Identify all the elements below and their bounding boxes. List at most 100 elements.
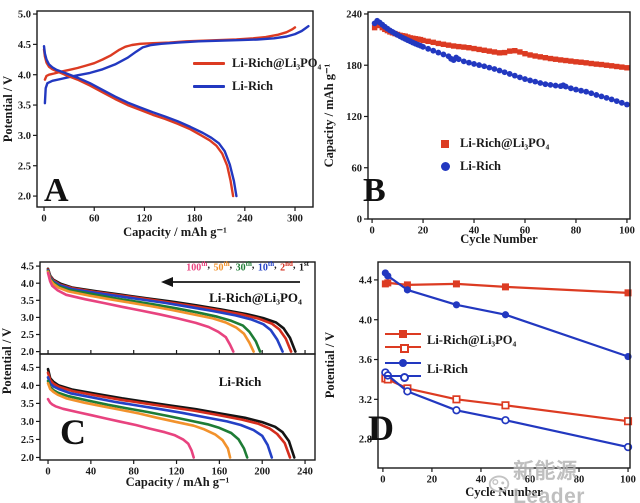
y-tick-label: 3.6: [359, 355, 372, 366]
li-rich-capacity-point: [552, 82, 559, 89]
li-rich-capacity-point: [624, 101, 630, 108]
li-rich-lpo-capacity-point: [522, 50, 528, 57]
li-rich-capacity-point: [608, 96, 615, 103]
li-rich-capacity-point: [537, 80, 544, 86]
li-rich-capacity-point: [486, 64, 493, 71]
legend-line-filled-circle-icon: [385, 358, 421, 368]
x-axis-label: Capacity / mAh g⁻¹: [123, 225, 227, 239]
cycle-label: 30th: [235, 260, 252, 274]
li-rich-lpo-capacity-point: [557, 57, 564, 63]
series-lr-cycle-30th: [46, 379, 249, 459]
x-tick-label: 120: [137, 214, 153, 225]
li-rich-capacity-point: [618, 99, 625, 106]
y-tick-label: 2.5: [21, 330, 34, 341]
li-rich-capacity-point: [420, 43, 426, 50]
li-rich-avg-discharge-point: [403, 387, 412, 396]
cycle-label: 50th: [213, 260, 230, 274]
li-rich-lpo-capacity-point: [461, 44, 467, 50]
y-tick-label: 5.0: [18, 10, 31, 21]
li-rich-capacity-point: [613, 98, 620, 105]
series-lpo-cycle-50th: [46, 270, 255, 353]
y-tick-label: 4.5: [21, 363, 34, 374]
cycle-label: 2nd: [280, 260, 293, 274]
li-rich-lpo-capacity-point: [588, 60, 594, 67]
li-rich-lpo-capacity-point: [527, 52, 533, 58]
series-lr-cycle-10th: [46, 376, 274, 459]
separator: ,: [292, 260, 298, 271]
li-rich-lpo-capacity-point: [491, 49, 498, 55]
y-tick-label: 4.0: [18, 70, 31, 81]
y-tick-label: 120: [346, 112, 362, 123]
series-li-rich-lpo-discharge: [42, 48, 235, 198]
y-tick-label: 3.0: [18, 131, 31, 142]
legend-line-open-square-icon: [385, 342, 421, 353]
series-lr-cycle-1st: [46, 367, 296, 459]
x-tick-label: 240: [297, 467, 313, 478]
li-rich-lpo-capacity-point: [430, 39, 436, 46]
li-rich-lpo-capacity-point: [532, 53, 538, 59]
li-rich-lpo-capacity-point: [563, 57, 569, 64]
y-tick-label: 180: [346, 61, 362, 72]
y-tick-label: 4.0: [21, 279, 34, 290]
x-tick-label: 40: [86, 467, 97, 478]
li-rich-lpo-capacity-point: [573, 59, 579, 65]
y-axis-label: Potential / V: [0, 328, 14, 394]
series-li-rich-charge: [43, 25, 310, 105]
lpo-avg-charge-point: [452, 280, 460, 288]
panel-b-legend: Li-Rich@Li₃PO₄ Li-Rich: [438, 132, 549, 178]
li-rich-capacity-point: [476, 62, 483, 68]
li-rich-avg-charge-point: [403, 286, 412, 294]
li-rich-avg-charge-point: [501, 311, 510, 319]
x-tick-label: 60: [525, 475, 536, 486]
li-rich-lpo-capacity-point: [507, 48, 513, 54]
y-tick-label: 4.0: [21, 381, 34, 392]
cycle-label: 1st: [298, 260, 309, 274]
panel-a-chart: 0 60 120 180 240 300 2.0 2.5 3.0 3.5 4.0 4.5 5.0 Capa…: [1, 10, 314, 239]
x-tick-label: 160: [211, 467, 227, 478]
x-tick-label: 60: [520, 226, 531, 237]
y-tick-label: 2.0: [18, 192, 31, 203]
x-tick-label: 40: [469, 226, 480, 237]
subpanel-title-pristine: Li-Rich: [218, 374, 262, 389]
li-rich-lpo-capacity-point: [512, 48, 518, 54]
x-tick-label: 20: [427, 475, 438, 486]
li-rich-capacity-point: [598, 93, 605, 100]
li-rich-capacity-point: [542, 81, 549, 88]
li-rich-lpo-capacity-point: [603, 62, 610, 68]
legend-label: Li-Rich: [232, 79, 273, 93]
li-rich-lpo-capacity-point: [501, 49, 508, 56]
y-axis-label: Potential / V: [1, 76, 15, 142]
legend-item: Li-Rich@Li₃PO₄: [385, 329, 516, 353]
cycle-label: 100th: [186, 260, 208, 274]
li-rich-capacity-point: [522, 76, 528, 82]
x-tick-label: 60: [89, 214, 100, 225]
li-rich-capacity-point: [573, 86, 579, 93]
x-tick-label: 80: [571, 226, 582, 237]
li-rich-capacity-point: [583, 88, 590, 95]
legend-line-icon: [193, 85, 225, 88]
panel-b-letter: B: [363, 172, 386, 209]
panel-a-letter: A: [44, 172, 69, 209]
cycle-order-annotation: 100th, 50th, 30th, 10th, 2nd, 1st: [157, 260, 309, 273]
y-tick-label: 4.4: [359, 276, 373, 287]
li-rich-avg-charge-point: [384, 272, 392, 280]
li-rich-capacity-point: [481, 63, 488, 70]
y-tick-label: 2.8: [359, 435, 372, 446]
legend-icons: [385, 329, 421, 353]
li-rich-lpo-capacity-point: [614, 63, 620, 70]
separator: ,: [274, 260, 280, 271]
panel-d-letter: D: [368, 408, 394, 448]
y-tick-label: 3.5: [21, 399, 34, 410]
legend-line-filled-square-icon: [385, 329, 421, 339]
plot-border: [367, 11, 631, 220]
lpo-avg-charge-point: [501, 283, 509, 291]
li-rich-capacity-point: [532, 78, 539, 85]
panel-a-legend: Li-Rich@Li₃PO₄ Li-Rich: [193, 52, 321, 98]
li-rich-lpo-capacity-point: [517, 49, 523, 55]
x-tick-label: 120: [169, 467, 185, 478]
li-rich-capacity-point: [460, 58, 467, 65]
y-tick-label: 4.5: [21, 262, 34, 273]
panel-b-chart: 0 20 40 60 80 100 0 60 120 180 240 Cycle Number Capa…: [322, 10, 635, 246]
series-lpo-cycle-100th: [46, 271, 235, 353]
li-rich-avg-discharge-point: [501, 416, 510, 425]
